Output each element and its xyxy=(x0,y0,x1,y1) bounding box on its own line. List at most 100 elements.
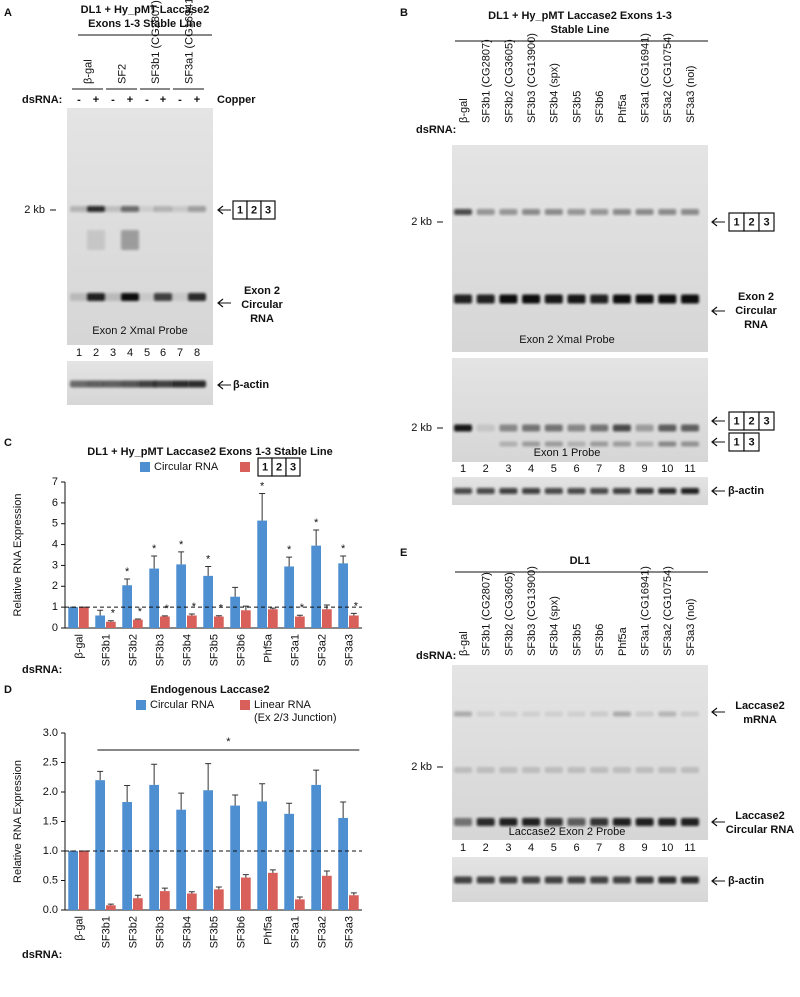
blot-band xyxy=(138,206,156,212)
dsrna-label: dsRNA: xyxy=(22,949,62,961)
bar xyxy=(68,851,78,910)
error-bar xyxy=(232,794,239,806)
panel-letter: E xyxy=(400,547,407,559)
blot-band xyxy=(104,293,122,301)
x-tick-label: Phf5a xyxy=(262,915,274,945)
probe-label: Laccase2 Exon 2 Probe xyxy=(509,826,626,838)
blot-band xyxy=(612,818,631,826)
lane-label: SF3a1 (CG16941) xyxy=(640,566,652,656)
lane-number: 1 xyxy=(460,463,466,475)
legend-swatch xyxy=(240,700,250,710)
bar xyxy=(257,801,267,910)
significance-mark: * xyxy=(165,603,170,615)
blot-band xyxy=(567,711,586,717)
blot-band xyxy=(544,209,563,215)
probe-label: Exon 1 Probe xyxy=(534,447,601,459)
lane-number: 8 xyxy=(194,347,200,359)
x-tick-label: SF3a1 xyxy=(289,916,301,948)
panel-title: Stable Line xyxy=(551,24,610,36)
blot-band xyxy=(454,876,472,884)
blot-band xyxy=(681,294,699,304)
blot-band xyxy=(635,488,654,494)
bar xyxy=(106,621,116,628)
arrow-head xyxy=(711,217,718,227)
arrow-head xyxy=(711,707,718,717)
lane-label: SF3b1 (CG2807) xyxy=(481,572,493,656)
blot-band xyxy=(171,206,189,212)
x-tick-label: SF3b2 xyxy=(127,634,139,666)
blot-band xyxy=(522,711,541,717)
arrow-head xyxy=(711,876,718,886)
significance-mark: * xyxy=(260,480,265,492)
x-tick-label: β-gal xyxy=(73,634,85,659)
dsrna-label: dsRNA: xyxy=(22,94,62,106)
lane-label: SF3a3 (noi) xyxy=(685,599,697,656)
error-bar xyxy=(286,802,293,814)
bar xyxy=(284,566,294,628)
exon-number: 3 xyxy=(265,204,271,216)
bar xyxy=(176,809,186,910)
x-tick-label: SF3a3 xyxy=(343,916,355,948)
blot-band xyxy=(104,380,122,388)
blot-band xyxy=(612,767,631,773)
lane-number: 2 xyxy=(93,347,99,359)
x-tick-label: SF3b5 xyxy=(208,916,220,948)
blot-band xyxy=(154,206,172,212)
band-label: β-actin xyxy=(728,485,764,497)
panel-title: Exons 1-3 Stable Line xyxy=(88,18,202,30)
bar xyxy=(95,615,105,628)
blot-band xyxy=(635,424,654,432)
blot-band xyxy=(499,876,518,884)
panel-letter: A xyxy=(4,7,12,19)
blot-band xyxy=(567,441,586,447)
lane-number: 4 xyxy=(528,463,534,475)
blot-band xyxy=(544,818,563,826)
blot-band xyxy=(681,209,699,215)
y-tick-label: 5 xyxy=(52,518,58,530)
panel-letter: C xyxy=(4,437,12,449)
lane-number: 3 xyxy=(505,842,511,854)
exon-number: 3 xyxy=(748,436,754,448)
y-tick-label: 2.0 xyxy=(43,786,58,798)
blot-band xyxy=(454,488,472,494)
dsrna-label: dsRNA: xyxy=(22,664,62,676)
blot-band xyxy=(612,711,631,717)
blot-band xyxy=(499,209,518,215)
bar xyxy=(268,872,278,910)
error-bar xyxy=(178,792,185,810)
blot-band xyxy=(635,441,654,447)
bar xyxy=(322,875,332,910)
copper-state: - xyxy=(111,94,115,106)
band-label: mRNA xyxy=(743,714,777,726)
error-bar xyxy=(205,565,212,576)
x-tick-label: SF3a2 xyxy=(316,634,328,666)
blot-band xyxy=(612,876,631,884)
significance-mark: * xyxy=(341,543,346,555)
bar xyxy=(295,899,305,910)
significance-mark: * xyxy=(111,608,116,620)
blot-band xyxy=(476,209,495,215)
y-tick-label: 1.0 xyxy=(43,845,58,857)
error-bar xyxy=(340,801,347,818)
blot-band xyxy=(590,441,609,447)
blot-band xyxy=(188,206,206,212)
bar xyxy=(257,520,267,628)
significance-mark: * xyxy=(287,544,292,556)
error-bar xyxy=(286,556,293,567)
error-bar xyxy=(161,887,168,892)
x-tick-label: SF3b1 xyxy=(100,634,112,666)
blot-band xyxy=(658,209,677,215)
blot-band xyxy=(454,424,472,432)
blot-band xyxy=(590,209,609,215)
blot-band xyxy=(658,424,677,432)
blot-band xyxy=(567,209,586,215)
x-tick-label: SF3a1 xyxy=(289,634,301,666)
significance-mark: * xyxy=(206,553,211,565)
x-tick-label: SF3b4 xyxy=(181,916,193,948)
blot-band xyxy=(681,488,699,494)
blot-band xyxy=(567,818,586,826)
blot-band xyxy=(87,293,105,301)
error-bar xyxy=(350,612,357,616)
legend-label: Circular RNA xyxy=(150,699,215,711)
probe-label: Exon 2 XmaI Probe xyxy=(92,325,187,337)
